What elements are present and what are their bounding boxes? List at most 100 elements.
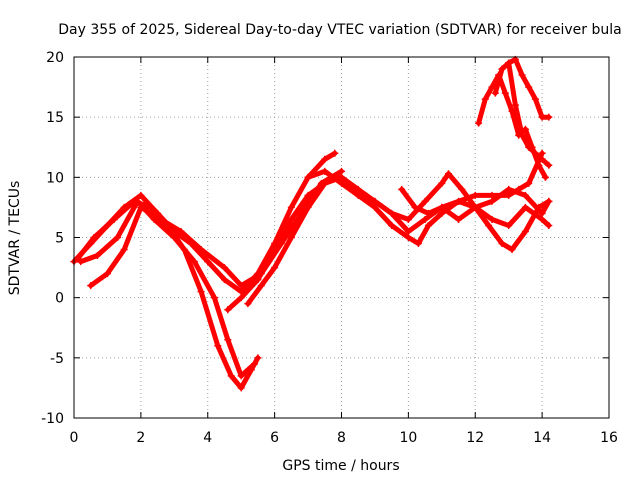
data-point [287, 234, 295, 241]
data-point [455, 215, 463, 223]
x-tick-label: 6 [270, 430, 279, 446]
data-point [113, 234, 121, 241]
data-point [237, 384, 245, 392]
data-point [541, 173, 549, 181]
data-point [538, 149, 546, 157]
data-point [177, 227, 185, 235]
data-point [251, 360, 259, 368]
data-point [190, 258, 198, 266]
data-point [481, 95, 489, 103]
data-point [488, 215, 496, 223]
data-point [414, 240, 422, 248]
series-track-5 [224, 149, 546, 314]
data-point [321, 155, 329, 163]
data-point [521, 191, 529, 199]
y-tick-label: 0 [55, 291, 64, 307]
data-point [545, 221, 553, 229]
data-point [371, 203, 379, 211]
data-point [488, 197, 496, 205]
data-point [224, 336, 232, 344]
data-point [214, 342, 222, 350]
data-point [438, 179, 446, 187]
data-point [538, 155, 546, 163]
data-point [455, 197, 463, 205]
data-point [237, 282, 245, 290]
series-track-6 [244, 173, 553, 308]
data-point [257, 282, 265, 290]
data-point [197, 246, 205, 254]
data-point [147, 203, 155, 211]
data-point [411, 203, 419, 211]
data-point [531, 95, 539, 103]
data-point [505, 185, 513, 193]
data-point [505, 59, 513, 67]
data-point [388, 221, 396, 229]
x-tick-label: 4 [203, 430, 212, 446]
data-point [438, 203, 446, 211]
series-line [305, 168, 552, 252]
data-point [498, 240, 506, 248]
data-point [224, 306, 232, 314]
data-point [331, 149, 339, 157]
data-point [210, 294, 218, 302]
data-point [488, 191, 496, 199]
data-point [424, 209, 432, 217]
x-axis-label: GPS time / hours [282, 458, 399, 474]
data-point [498, 65, 506, 73]
data-point [521, 227, 529, 235]
data-point [505, 221, 513, 229]
data-point [244, 300, 252, 308]
x-tick-label: 2 [136, 430, 145, 446]
data-point [511, 101, 519, 109]
data-point [321, 179, 329, 187]
data-point [458, 185, 466, 193]
data-point [525, 83, 533, 91]
data-point [90, 234, 98, 241]
x-tick-label: 12 [466, 430, 484, 446]
data-point [271, 264, 279, 272]
series-line [88, 168, 344, 289]
data-series [70, 55, 553, 392]
grid-lines [74, 57, 609, 418]
y-tick-label: -10 [41, 411, 64, 427]
data-point [354, 191, 362, 199]
data-point [304, 173, 312, 181]
y-tick-label: 15 [46, 110, 64, 126]
data-point [254, 276, 262, 284]
x-tick-label: 16 [600, 430, 618, 446]
data-point [531, 149, 539, 157]
data-point [508, 246, 516, 254]
data-point [445, 170, 452, 178]
data-point [538, 209, 546, 217]
x-axis-ticks: 0 2 4 6 8 10 12 14 16 [70, 57, 618, 446]
data-point [471, 191, 479, 199]
y-axis-ticks: -10 -5 0 5 10 15 20 [41, 50, 609, 427]
data-point [424, 221, 432, 229]
series-track-3 [77, 197, 259, 380]
data-point [237, 372, 245, 380]
data-point [471, 203, 479, 211]
data-point [421, 215, 429, 223]
data-point [204, 258, 212, 266]
data-point [77, 258, 85, 266]
data-point [220, 264, 228, 272]
data-point [254, 354, 262, 362]
data-point [388, 209, 396, 217]
data-point [398, 185, 406, 193]
data-point [485, 221, 493, 229]
data-point [220, 276, 228, 284]
data-point [404, 215, 412, 223]
data-point [438, 209, 446, 217]
series-track-2 [73, 197, 262, 392]
data-point [338, 167, 345, 175]
x-tick-label: 10 [399, 430, 417, 446]
data-point [475, 119, 483, 127]
data-point [371, 197, 379, 205]
data-point [93, 252, 101, 260]
data-point [197, 288, 205, 296]
series-track-11 [505, 59, 553, 169]
data-point [271, 246, 279, 254]
data-point [505, 191, 513, 199]
data-point [404, 234, 412, 241]
